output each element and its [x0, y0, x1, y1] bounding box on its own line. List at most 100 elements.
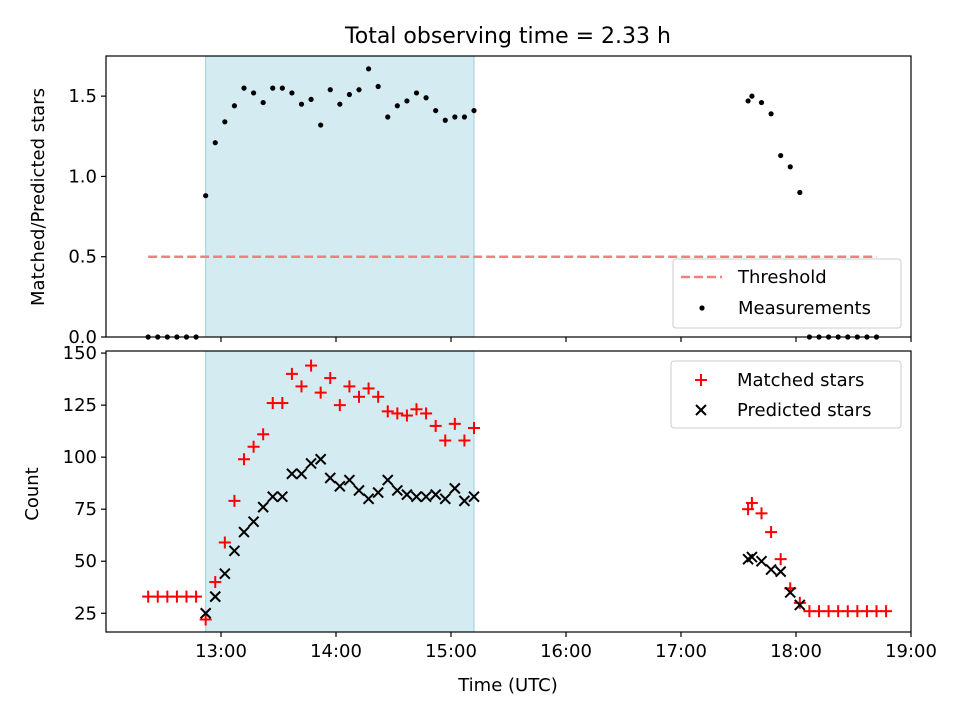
- predicted-stars-point: [401, 488, 413, 501]
- predicted-stars-point: [429, 488, 442, 501]
- measurements-point: [212, 140, 218, 146]
- matched-stars-point: [468, 422, 480, 435]
- measurements-point: [442, 117, 448, 123]
- bottom-plot-frame: [105, 350, 912, 633]
- matched-stars-point: [458, 434, 471, 447]
- measurements-point: [758, 99, 765, 106]
- x-tick-label: 14:00: [310, 641, 362, 662]
- y-tick-label: 1.5: [68, 86, 97, 107]
- measurements-point: [394, 103, 400, 109]
- matched-stars-point: [410, 403, 423, 416]
- top-legend: Threshold Measurements: [672, 258, 902, 329]
- predicted-stars-point: [219, 568, 231, 580]
- matched-stars-point: [362, 382, 375, 395]
- predicted-stars-point: [746, 551, 758, 563]
- y-tick-label: 1.0: [68, 166, 97, 187]
- matched-stars-point: [880, 605, 893, 618]
- chart-title: Total observing time = 2.33 h: [344, 24, 671, 49]
- measurements-point: [797, 189, 803, 196]
- matched-stars-point: [285, 367, 298, 380]
- bottom-y-axis-label: Count: [22, 467, 43, 520]
- matched-stars-point: [372, 390, 385, 403]
- y-tick-label: 25: [74, 603, 97, 624]
- measurements-point: [346, 91, 353, 98]
- predicted-stars-point: [755, 555, 768, 567]
- matched-stars-point: [439, 434, 452, 447]
- predicted-stars-point: [765, 563, 777, 576]
- y-tick-label: 0.5: [68, 247, 97, 268]
- top-panel: 0.0 0.5 1.0 1.5 Matched/Predicted stars Thr…: [28, 55, 912, 348]
- x-tick-label: 13:00: [195, 641, 247, 662]
- predicted-stars-point: [468, 490, 480, 503]
- y-tick-label: 125: [63, 395, 97, 416]
- matched-stars-point: [774, 553, 787, 566]
- matched-stars-point: [209, 576, 222, 589]
- top-shaded-region: [205, 55, 475, 338]
- matched-stars-point: [295, 380, 308, 393]
- x-axis-label: Time (UTC): [457, 675, 558, 696]
- x-tick-label: 15:00: [425, 641, 477, 662]
- predicted-stars-point: [449, 482, 461, 495]
- y-tick-label: 0.0: [68, 327, 97, 348]
- measurements-point: [279, 85, 285, 91]
- matched-stars-point: [247, 440, 260, 453]
- matched-stars-point: [429, 419, 442, 432]
- matched-stars-point: [448, 417, 461, 430]
- predicted-legend-marker: [695, 404, 707, 416]
- predicted-stars-point: [209, 590, 221, 603]
- measurements-point: [222, 119, 228, 125]
- measurements-point: [745, 98, 751, 104]
- matched-stars-point: [257, 428, 270, 441]
- measurements-point: [356, 87, 362, 93]
- predicted-stars-point: [199, 607, 212, 619]
- matched-stars-point: [353, 390, 365, 403]
- matched-stars-point: [238, 453, 250, 466]
- x-tick-label: 16:00: [540, 641, 592, 662]
- predicted-stars-point: [305, 457, 317, 470]
- matched-stars-point: [420, 407, 433, 420]
- predicted-stars-point: [420, 490, 432, 503]
- matched-stars-point: [742, 503, 755, 516]
- measurements-point: [289, 90, 295, 96]
- measurements-point: [250, 90, 257, 96]
- matched-stars-point: [324, 372, 337, 385]
- predicted-stars-point: [391, 484, 404, 497]
- threshold-legend-label: Threshold: [737, 267, 827, 288]
- y-tick-label: 75: [74, 499, 97, 520]
- measurements-point: [461, 114, 468, 120]
- predicted-stars-point: [247, 515, 260, 528]
- measurements-point: [298, 101, 305, 107]
- x-tick-label: 18:00: [770, 641, 822, 662]
- bottom-legend: Matched stars Predicted stars: [670, 360, 902, 429]
- predicted-stars-point: [410, 490, 423, 503]
- matched-stars-point: [276, 397, 289, 410]
- measurements-point: [241, 85, 247, 91]
- predicted-stars-point: [276, 490, 289, 503]
- matched-legend-marker: [695, 374, 707, 386]
- measurements-point: [375, 83, 381, 90]
- y-tick-label: 150: [63, 343, 97, 364]
- top-y-axis-label: Matched/Predicted stars: [28, 88, 49, 306]
- measurements-point: [337, 101, 343, 107]
- matched-stars-point: [400, 409, 413, 422]
- measurements-point: [318, 122, 324, 128]
- y-tick-label: 50: [74, 551, 97, 572]
- matched-stars-point: [190, 590, 203, 603]
- matched-stars-point: [199, 613, 212, 626]
- predicted-stars-point: [257, 501, 269, 513]
- measurements-point: [768, 111, 774, 117]
- predicted-stars-point: [334, 480, 346, 493]
- measurements-point: [778, 152, 784, 159]
- bottom-x-ticks: 13:00 14:00 15:00 16:00 17:00 18:00 19:00: [195, 632, 937, 662]
- predicted-stars-point: [372, 486, 384, 499]
- predicted-stars-point: [439, 493, 451, 505]
- x-tick-label: 17:00: [655, 641, 707, 662]
- measurements-point: [385, 114, 391, 120]
- measurements-point: [203, 193, 209, 199]
- predicted-stars-point: [774, 565, 787, 578]
- top-legend-box: [672, 258, 902, 329]
- predicted-stars-point: [267, 490, 279, 503]
- matched-stars-point: [305, 359, 318, 372]
- measurements-point: [231, 103, 238, 109]
